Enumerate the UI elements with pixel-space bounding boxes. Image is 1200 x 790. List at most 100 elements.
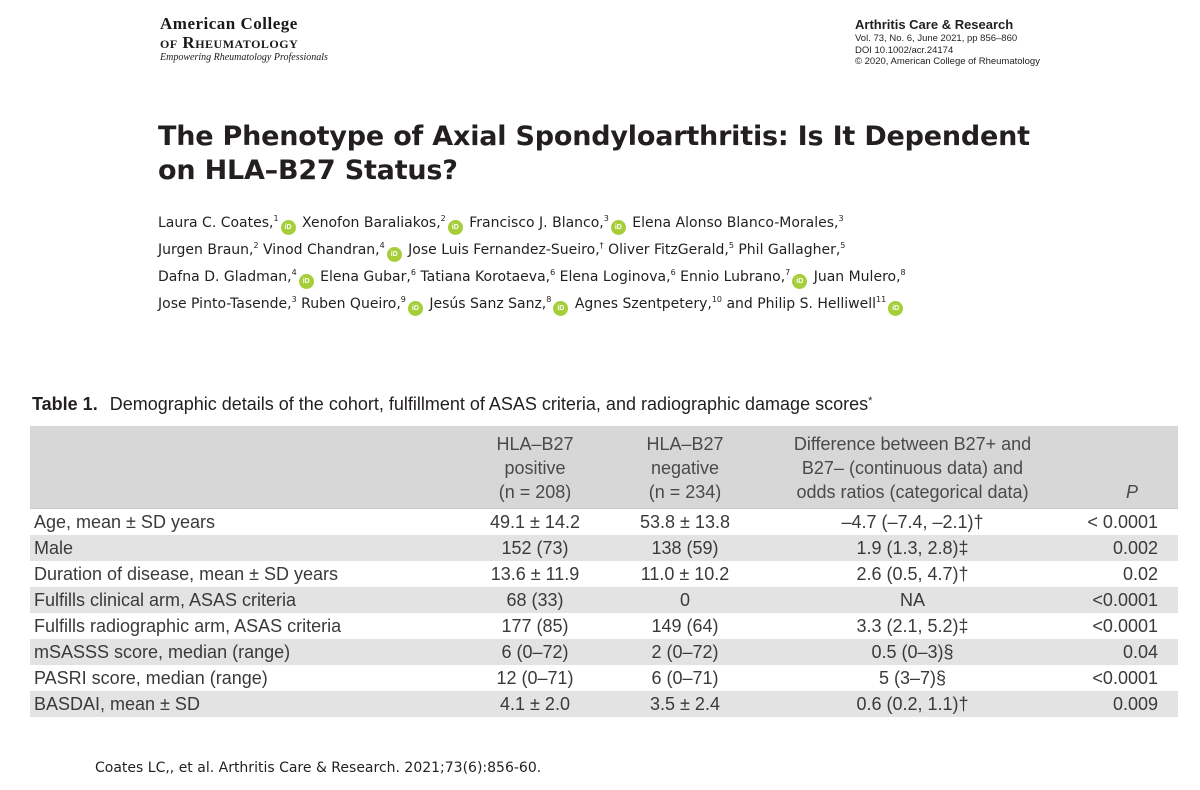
table-cell: 0.5 (0–3)§ bbox=[871, 642, 954, 662]
journal-volume: Vol. 73, No. 6, June 2021, pp 856–860 bbox=[855, 33, 1018, 44]
table-cell: 152 (73) bbox=[501, 538, 569, 558]
author-name: Ennio Lubrano, bbox=[680, 269, 786, 285]
logo-line-1: American College bbox=[160, 14, 298, 33]
author-affiliation: 10 bbox=[711, 295, 722, 304]
author-affiliation: 3 bbox=[603, 214, 609, 223]
table-cell: NA bbox=[899, 590, 925, 610]
table-cell: 3.5 ± 2.4 bbox=[650, 694, 720, 714]
author-affiliation: 8 bbox=[546, 295, 552, 304]
p-value-cell: <0.0001 bbox=[1092, 668, 1158, 688]
table-cell: 11.0 ± 10.2 bbox=[640, 564, 730, 584]
column-header-line: positive bbox=[504, 458, 566, 478]
author: Oliver FitzGerald,5 bbox=[608, 241, 734, 259]
author-name: Francisco J. Blanco, bbox=[469, 215, 604, 231]
table-cell: 0.6 (0.2, 1.1)† bbox=[856, 694, 969, 714]
author: Dafna D. Gladman,4iD bbox=[158, 269, 316, 289]
table-cell: 5 (3–7)§ bbox=[878, 668, 947, 688]
logo-tagline: Empowering Rheumatology Professionals bbox=[160, 52, 328, 63]
table-cell: 2 (0–72) bbox=[651, 642, 719, 662]
author-affiliation: 2 bbox=[440, 214, 446, 223]
author-affiliation: 7 bbox=[785, 268, 791, 277]
author-affiliation: 6 bbox=[670, 268, 676, 277]
article-title-line-1: The Phenotype of Axial Spondyloarthritis… bbox=[158, 121, 1030, 152]
author-affiliation: 4 bbox=[379, 241, 385, 250]
orcid-icon[interactable]: iD bbox=[447, 220, 463, 235]
author-affiliation: 5 bbox=[728, 241, 734, 250]
orcid-icon[interactable]: iD bbox=[888, 301, 904, 316]
orcid-icon[interactable]: iD bbox=[407, 301, 423, 316]
author-affiliation: 9 bbox=[400, 295, 406, 304]
table-cell: 0 bbox=[679, 590, 690, 610]
table-cell: 177 (85) bbox=[501, 616, 569, 636]
author: Phil Gallagher,5 bbox=[738, 241, 846, 259]
author-name: and Philip S. Helliwell bbox=[726, 296, 877, 312]
row-label: Fulfills radiographic arm, ASAS criteria bbox=[34, 616, 342, 636]
column-header-line: P bbox=[1125, 482, 1138, 502]
p-value-cell: 0.009 bbox=[1112, 694, 1158, 714]
author-affiliation: 6 bbox=[410, 268, 416, 277]
column-header-line: Difference between B27+ and bbox=[793, 434, 1032, 454]
orcid-icon[interactable]: iD bbox=[386, 247, 402, 262]
orcid-icon[interactable]: iD bbox=[792, 274, 808, 289]
author-name: Laura C. Coates, bbox=[158, 215, 274, 231]
article-title-line-2: on HLA–B27 Status? bbox=[158, 155, 458, 186]
author-affiliation: 2 bbox=[253, 241, 259, 250]
row-label: PASRI score, median (range) bbox=[34, 668, 268, 688]
p-value-cell: < 0.0001 bbox=[1080, 508, 1178, 535]
author-name: Oliver FitzGerald, bbox=[608, 242, 729, 258]
p-value-cell: <0.0001 bbox=[1092, 590, 1158, 610]
journal-copyright: © 2020, American College of Rheumatology bbox=[855, 56, 1040, 67]
author: Ruben Queiro,9iD bbox=[301, 295, 425, 316]
author: Jose Pinto-Tasende,3 bbox=[158, 295, 297, 313]
author: Laura C. Coates,1iD bbox=[158, 214, 298, 235]
author-name: Dafna D. Gladman, bbox=[158, 269, 292, 285]
author: Xenofon Baraliakos,2iD bbox=[302, 214, 465, 235]
author: Jesús Sanz Sanz,8iD bbox=[429, 295, 570, 316]
author: Elena Loginova,6 bbox=[559, 268, 676, 286]
table-label: Table 1. bbox=[32, 394, 98, 414]
author-name: Jurgen Braun, bbox=[158, 242, 254, 258]
author-affiliation: 1 bbox=[273, 214, 279, 223]
table-cell: 2.6 (0.5, 4.7)† bbox=[856, 564, 969, 584]
orcid-icon[interactable]: iD bbox=[280, 220, 296, 235]
table-body: Age, mean ± SD years 49.1 ± 14.2 53.8 ± 13… bbox=[30, 508, 1178, 717]
row-label: mSASSS score, median (range) bbox=[34, 642, 291, 662]
article-title: The Phenotype of Axial Spondyloarthritis… bbox=[158, 120, 1098, 188]
author: Juan Mulero,8 bbox=[813, 268, 906, 286]
row-label: Age, mean ± SD years bbox=[30, 508, 445, 535]
table-cell: 1.9 (1.3, 2.8)‡ bbox=[856, 538, 969, 558]
table-caption: Table 1. Demographic details of the cohor… bbox=[32, 394, 872, 415]
column-header: Difference between B27+ and B27– (continu… bbox=[745, 426, 1080, 509]
row-label: Duration of disease, mean ± SD years bbox=[34, 564, 339, 584]
author-name: Juan Mulero, bbox=[813, 269, 901, 285]
author-name: Elena Gubar, bbox=[320, 269, 411, 285]
author: Vinod Chandran,4iD bbox=[263, 241, 404, 262]
table-row: BASDAI, mean ± SD 4.1 ± 2.0 3.5 ± 2.4 0.6 (… bbox=[30, 691, 1178, 717]
table-cell: 6 (0–72) bbox=[501, 642, 569, 662]
author-affiliation: 5 bbox=[840, 241, 846, 250]
author-name: Jose Luis Fernandez-Sueiro, bbox=[408, 242, 600, 258]
author-name: Jose Pinto-Tasende, bbox=[158, 296, 292, 312]
author-name: Xenofon Baraliakos, bbox=[302, 215, 441, 231]
table-caption-footnote-mark: * bbox=[868, 395, 873, 407]
author-name: Elena Loginova, bbox=[559, 269, 671, 285]
table-row: Fulfills radiographic arm, ASAS criteria… bbox=[30, 613, 1178, 639]
table-row: Duration of disease, mean ± SD years 13.6… bbox=[30, 561, 1178, 587]
column-header: P bbox=[1080, 426, 1178, 509]
orcid-icon[interactable]: iD bbox=[610, 220, 626, 235]
author-list: Laura C. Coates,1iD Xenofon Baraliakos,2… bbox=[158, 210, 1118, 318]
table-cell: –4.7 (–7.4, –2.1)† bbox=[745, 508, 1080, 535]
table-cell: 68 (33) bbox=[506, 590, 564, 610]
author-affiliation: 8 bbox=[900, 268, 906, 277]
orcid-icon[interactable]: iD bbox=[298, 274, 314, 289]
author: Elena Alonso Blanco-Morales,3 bbox=[632, 215, 843, 232]
author-affiliation: 3 bbox=[291, 295, 297, 304]
table-row: Fulfills clinical arm, ASAS criteria 68 (… bbox=[30, 587, 1178, 613]
column-header: HLA–B27 negative (n = 234) bbox=[625, 426, 745, 509]
journal-name: Arthritis Care & Research bbox=[855, 17, 1014, 32]
orcid-icon[interactable]: iD bbox=[553, 301, 569, 316]
table-cell: 3.3 (2.1, 5.2)‡ bbox=[856, 616, 969, 636]
author-name: Tatiana Korotaeva, bbox=[420, 269, 551, 285]
author-name: Ruben Queiro, bbox=[301, 296, 401, 312]
column-header-line: odds ratios (categorical data) bbox=[796, 482, 1029, 502]
